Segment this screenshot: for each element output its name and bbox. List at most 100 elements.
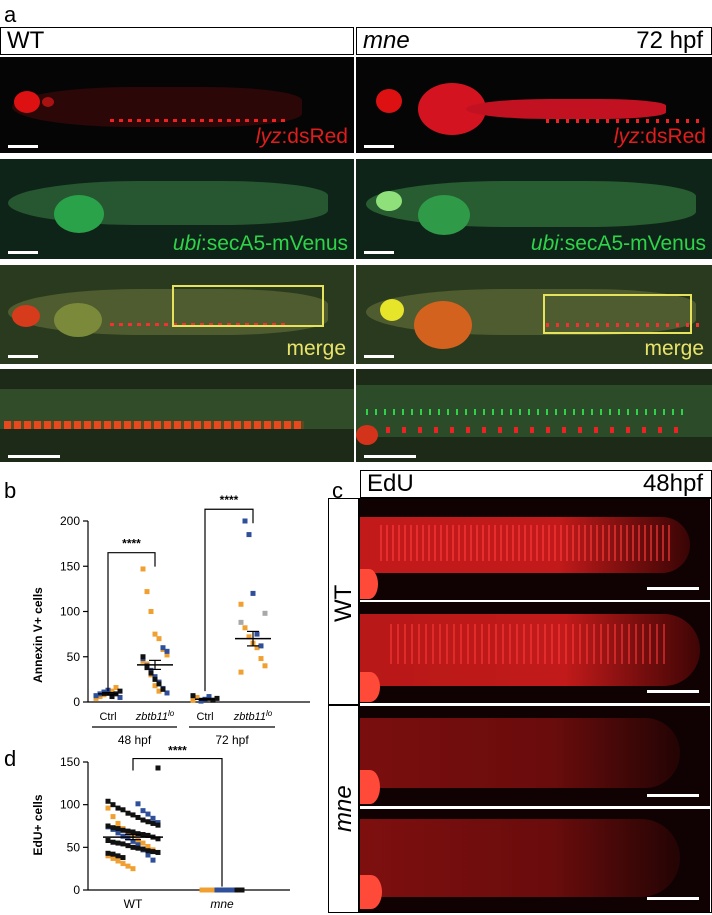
significance-label: **** [122, 537, 141, 551]
scale-bar [647, 794, 699, 797]
data-point [130, 844, 136, 850]
data-point [109, 694, 115, 700]
zoom-region-box [543, 294, 692, 334]
scale-bar [364, 251, 394, 254]
data-point [115, 826, 121, 832]
data-point [115, 858, 121, 864]
data-point [148, 609, 154, 614]
y-tick-label: 150 [60, 559, 80, 573]
edu-stage-label: 48hpf [642, 470, 703, 497]
data-point [234, 887, 240, 893]
y-tick-label: 0 [73, 883, 80, 897]
data-point [115, 840, 121, 846]
y-tick-label: 150 [60, 755, 80, 769]
data-point [262, 663, 268, 669]
y-tick-label: 100 [60, 798, 80, 812]
data-point [135, 814, 141, 820]
data-point [156, 636, 162, 642]
data-point [214, 887, 220, 893]
data-point [246, 634, 252, 640]
x-tick-label: Ctrl [99, 711, 116, 723]
data-point [206, 694, 212, 700]
edu-mne-side-label: mne [330, 785, 357, 832]
dsred-suffix: :dsRed [639, 125, 706, 148]
panel-a-letter: a [4, 2, 17, 27]
data-point [105, 823, 111, 829]
data-point [145, 811, 151, 817]
data-point [135, 801, 141, 807]
data-point [125, 828, 131, 834]
data-point [190, 693, 196, 699]
data-point [120, 855, 126, 861]
data-point [246, 532, 252, 538]
mvenus-suffix: :secA5-mVenus [200, 232, 348, 255]
data-point [120, 841, 126, 847]
stage-label: 48 hpf [118, 733, 152, 747]
data-point [120, 833, 126, 839]
data-point [155, 849, 161, 855]
zoom-region-box [172, 285, 324, 327]
data-point [109, 688, 115, 694]
wt-header-label: WT [7, 27, 45, 54]
scale-bar [8, 251, 38, 254]
y-tick-label: 0 [73, 695, 80, 709]
mvenus-label-right: ubi:secA5-mVenus [531, 232, 706, 256]
data-point [130, 838, 136, 844]
data-point [93, 695, 99, 701]
significance-label: **** [168, 744, 187, 758]
data-point [140, 658, 146, 664]
data-point [115, 830, 121, 836]
data-point [140, 654, 146, 660]
data-point [130, 812, 136, 818]
edu-wt-image-1 [360, 499, 710, 600]
data-point [120, 861, 126, 867]
data-point [115, 805, 121, 811]
lyz-gene-label: lyz [255, 125, 282, 148]
panel-a-left-header: WT [0, 27, 354, 55]
data-point [110, 851, 116, 857]
data-point [110, 839, 116, 845]
edu-mne-image-1 [360, 706, 710, 806]
data-point [190, 697, 196, 703]
mne-merge-image [356, 265, 712, 364]
dsred-label-right: lyz:dsRed [614, 125, 706, 149]
annexin-chart: Annexin V+ cells 0 50 100 150 200 **** **** C… [31, 493, 310, 747]
data-point [258, 656, 264, 662]
data-point [120, 827, 126, 833]
edu-mne-image-2 [360, 809, 710, 912]
data-point [156, 681, 162, 687]
data-point [194, 694, 200, 700]
data-point [152, 674, 158, 680]
edu-y-axis-label: EdU+ cells [31, 794, 45, 855]
data-point [140, 846, 146, 852]
data-point [117, 694, 123, 700]
data-point [105, 853, 111, 859]
data-point [160, 686, 166, 692]
data-point [164, 690, 170, 696]
data-point [110, 855, 116, 861]
data-point [105, 805, 111, 811]
data-point [110, 802, 116, 808]
data-point [239, 887, 245, 893]
scale-bar [364, 455, 416, 458]
mvenus-label-left: ubi:secA5-mVenus [173, 232, 348, 256]
data-point [125, 835, 131, 841]
data-point [140, 840, 146, 846]
data-point [135, 831, 141, 837]
data-point [120, 807, 126, 813]
data-point [145, 852, 151, 858]
data-point [140, 817, 146, 823]
data-point [224, 887, 230, 893]
merge-label-left: merge [286, 337, 346, 360]
data-point [155, 820, 161, 826]
wt-merge-image [0, 265, 354, 364]
data-point [238, 669, 244, 675]
edu-wt-image-2 [360, 602, 710, 703]
data-point [254, 645, 260, 651]
mvenus-suffix: :secA5-mVenus [558, 232, 706, 255]
data-point [145, 843, 151, 849]
data-point [145, 819, 151, 825]
data-point [105, 798, 111, 804]
data-point [238, 619, 244, 625]
lyz-gene-label: lyz [613, 125, 640, 148]
